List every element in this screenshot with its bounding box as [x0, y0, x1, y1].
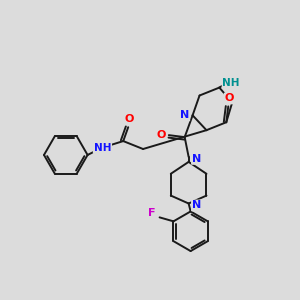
Text: O: O: [124, 114, 134, 124]
Text: O: O: [156, 130, 166, 140]
Text: O: O: [225, 94, 234, 103]
Text: NH: NH: [94, 143, 111, 153]
Text: N: N: [192, 200, 201, 211]
Text: F: F: [148, 208, 155, 218]
Text: N: N: [180, 110, 189, 120]
Text: NH: NH: [223, 78, 240, 88]
Text: N: N: [192, 154, 201, 164]
